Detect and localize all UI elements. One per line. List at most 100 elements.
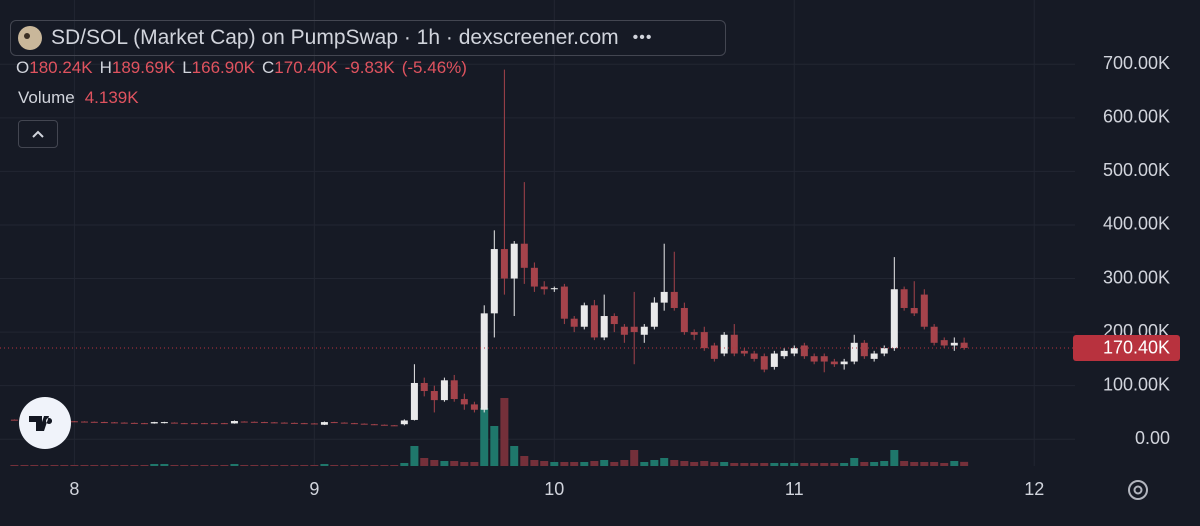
candle-body (540, 286, 548, 290)
candle-body (120, 422, 128, 424)
volume-bar (80, 465, 89, 466)
candle-body (880, 348, 888, 354)
x-tick-label: 9 (309, 479, 319, 499)
candle-body (550, 288, 558, 290)
volume-bar (50, 465, 59, 466)
candle-body (90, 421, 98, 423)
volume-bar (270, 465, 279, 466)
volume-bar (450, 461, 459, 466)
y-tick-label: 100.00K (1103, 374, 1170, 394)
volume-bar (580, 462, 589, 466)
volume-layer (10, 398, 969, 466)
volume-bar (640, 462, 649, 466)
gear-hub[interactable] (1133, 485, 1143, 495)
volume-bar (560, 462, 569, 466)
volume-bar (30, 465, 39, 466)
candle-body (430, 391, 438, 401)
volume-bar (630, 450, 639, 466)
volume-bar (840, 463, 849, 466)
volume-bar (930, 462, 939, 466)
volume-bar (610, 462, 619, 466)
candle-body (650, 302, 658, 327)
candle-body (680, 307, 688, 333)
volume-bar (720, 462, 729, 466)
gear[interactable] (1128, 480, 1148, 500)
candle-body (270, 422, 278, 424)
volume-bar (680, 461, 689, 466)
candle-body (290, 422, 298, 424)
candle-body (330, 422, 338, 424)
candle-body (860, 342, 868, 357)
candle-body (140, 423, 148, 425)
volume-bar (150, 464, 159, 466)
ohlc-value: 189.69K (111, 58, 176, 77)
volume-bar (370, 465, 379, 466)
candle-body (960, 342, 968, 348)
candle-body (760, 356, 768, 370)
menu-dots[interactable]: ••• (632, 29, 653, 46)
x-tick-label: 8 (69, 479, 79, 499)
candle-body (810, 356, 818, 362)
volume-bar (20, 465, 29, 466)
volume-bar (430, 460, 439, 466)
candle-body (590, 305, 598, 338)
volume-bar (890, 450, 899, 466)
chevron-path[interactable] (32, 130, 44, 138)
y-tick-label: 600.00K (1103, 107, 1170, 127)
volume-bar (540, 461, 549, 466)
candle-body (790, 348, 798, 354)
collapse-button[interactable] (18, 120, 58, 148)
candle-body (600, 316, 608, 338)
title-box[interactable]: SD/SOL (Market Cap) on PumpSwap · 1h · d… (10, 20, 726, 56)
volume-bar (910, 462, 919, 466)
candle-body (150, 422, 158, 424)
volume-bar (670, 460, 679, 466)
volume-bar (950, 461, 959, 466)
candle-body (490, 249, 498, 314)
settings-icon[interactable] (1128, 480, 1148, 500)
candle-body (890, 289, 898, 349)
tradingview-logo (19, 397, 71, 449)
volume-bar (690, 462, 699, 466)
volume-bar (960, 461, 969, 466)
volume-bar (520, 456, 529, 466)
ohlc-value: 166.90K (191, 58, 256, 77)
candle-body (670, 291, 678, 308)
volume-bar (350, 465, 359, 466)
last-price-label: 170.40K (1103, 338, 1170, 358)
candle-body (310, 423, 318, 425)
volume-bar (490, 426, 499, 466)
candle-body (180, 423, 188, 425)
volume-bar (310, 465, 319, 466)
ohlc-key: O (16, 58, 30, 77)
volume-bar (240, 465, 249, 466)
volume-bar (70, 465, 79, 466)
volume-bar (510, 446, 519, 466)
candle-body (380, 424, 388, 426)
candle-body (400, 420, 408, 425)
volume-bar (900, 461, 909, 466)
chevron[interactable] (19, 121, 57, 147)
candle-body (160, 422, 168, 424)
candle-body (280, 422, 288, 424)
change-value: -9.83K (344, 58, 395, 77)
volume-bar (860, 462, 869, 466)
candle-body (850, 342, 858, 362)
candle-body (320, 422, 328, 425)
candle-body (240, 421, 248, 423)
candle-body (370, 424, 378, 426)
volume-bar (620, 460, 629, 466)
volume-bar (420, 458, 429, 466)
volume-bar (40, 465, 49, 466)
candle-body (70, 421, 78, 423)
volume-bar (590, 461, 599, 466)
ohlc-value: 180.24K (29, 58, 93, 77)
overlay: 0.00100.00K200.00K300.00K400.00K500.00K6… (0, 53, 1180, 499)
volume-bar (790, 463, 799, 466)
volume-bar (120, 465, 129, 466)
candle-body (460, 399, 468, 405)
candle-body (190, 423, 198, 425)
volume-bar (940, 463, 949, 466)
candle-body (820, 356, 828, 362)
